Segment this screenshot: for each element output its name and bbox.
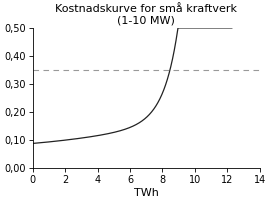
Title: Kostnadskurve for små kraftverk
(1-10 MW): Kostnadskurve for små kraftverk (1-10 MW… — [55, 4, 237, 26]
X-axis label: TWh: TWh — [134, 188, 159, 198]
